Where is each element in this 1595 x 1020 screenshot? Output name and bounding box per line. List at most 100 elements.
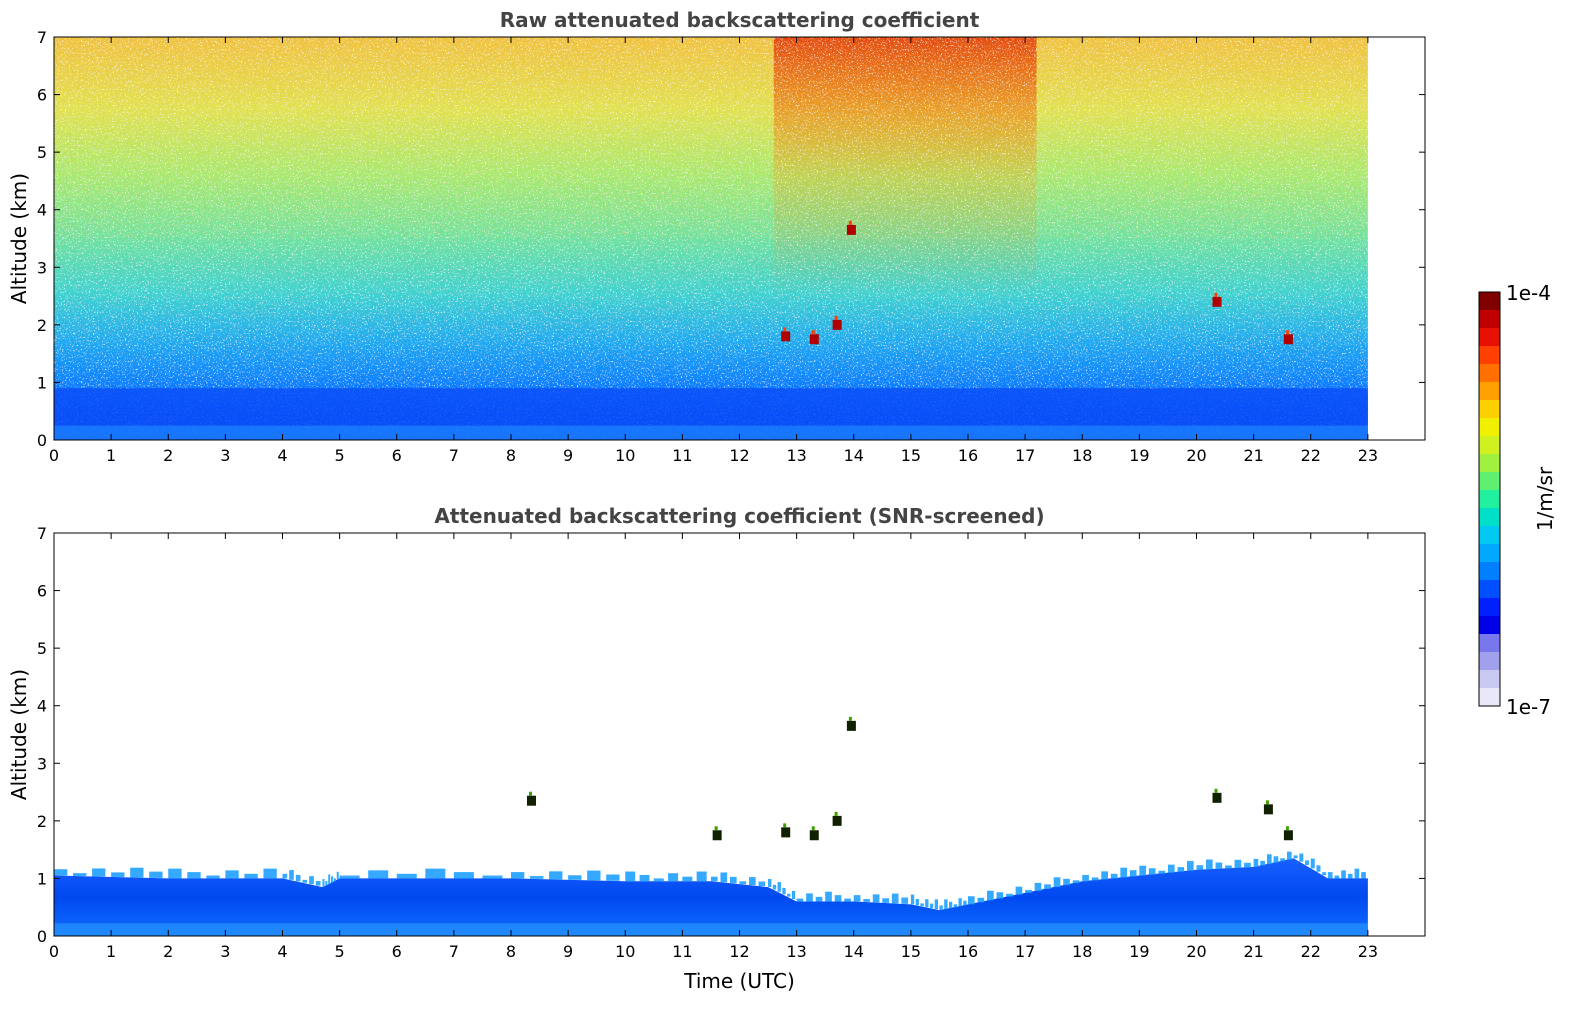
x-tick-label: 12 bbox=[729, 446, 749, 465]
y-tick-label: 2 bbox=[37, 812, 47, 831]
cloud-feature bbox=[1212, 792, 1222, 803]
colorbar: 1e-4 1e-7 1/m/sr bbox=[1478, 281, 1557, 719]
x-tick-label: 17 bbox=[1015, 446, 1035, 465]
cloud-features bbox=[781, 220, 1293, 345]
x-tick-label: 5 bbox=[335, 446, 345, 465]
panel-title-raw: Raw attenuated backscattering coefficien… bbox=[500, 8, 980, 32]
cloud-feature-edge bbox=[1285, 826, 1289, 831]
x-tick-label: 18 bbox=[1072, 942, 1092, 961]
cloud-feature-edge bbox=[1214, 788, 1218, 793]
cloud-feature bbox=[1283, 830, 1293, 841]
x-tick-label: 3 bbox=[220, 942, 230, 961]
cloud-feature bbox=[846, 224, 856, 235]
cloud-feature bbox=[846, 720, 856, 731]
x-tick-label: 14 bbox=[844, 446, 864, 465]
cloud-feature bbox=[526, 795, 536, 806]
y-tick-label: 7 bbox=[37, 28, 47, 47]
cloud-feature bbox=[832, 319, 842, 330]
x-tick-label: 0 bbox=[49, 942, 59, 961]
y-tick-label: 4 bbox=[37, 697, 47, 716]
x-tick-label: 3 bbox=[220, 446, 230, 465]
panel-title-screened: Attenuated backscattering coefficient (S… bbox=[434, 504, 1044, 528]
x-tick-label: 9 bbox=[563, 942, 573, 961]
cloud-feature bbox=[1263, 804, 1273, 815]
colorbar-min-label: 1e-7 bbox=[1506, 695, 1551, 719]
cloud-feature bbox=[781, 827, 791, 838]
y-axis-label-raw: Altitude (km) bbox=[7, 173, 31, 304]
cloud-feature-edge bbox=[714, 826, 718, 831]
x-tick-label: 8 bbox=[506, 446, 516, 465]
x-tick-label: 11 bbox=[672, 942, 692, 961]
colorbar-unit-label: 1/m/sr bbox=[1533, 466, 1557, 531]
x-tick-label: 17 bbox=[1015, 942, 1035, 961]
x-tick-label: 13 bbox=[786, 942, 806, 961]
x-tick-label: 1 bbox=[106, 942, 116, 961]
x-tick-label: 23 bbox=[1358, 446, 1378, 465]
colorbar-max-label: 1e-4 bbox=[1506, 281, 1551, 305]
cloud-feature-edge bbox=[834, 811, 838, 816]
y-tick-label: 4 bbox=[37, 201, 47, 220]
y-tick-label: 3 bbox=[37, 754, 47, 773]
plot-area-screened bbox=[54, 533, 1368, 936]
cloud-feature bbox=[832, 815, 842, 826]
x-tick-label: 22 bbox=[1301, 446, 1321, 465]
x-tick-label: 12 bbox=[729, 942, 749, 961]
x-tick-label: 4 bbox=[277, 942, 287, 961]
cloud-feature-edge bbox=[811, 330, 815, 335]
cloud-feature-edge bbox=[848, 716, 852, 721]
cloud-feature-edge bbox=[528, 791, 532, 796]
x-tick-label: 8 bbox=[506, 942, 516, 961]
cloud-feature bbox=[809, 830, 819, 841]
ticks-screened: 0 1 2 3 4 5 6 7 8 9 10 11 12 13 14 15 16 17 18 19 20 21 22 2301… bbox=[37, 524, 1425, 961]
boundary-layer-region bbox=[54, 858, 1368, 936]
cloud-feature-edge bbox=[834, 315, 838, 320]
x-tick-label: 11 bbox=[672, 446, 692, 465]
surface-band bbox=[54, 923, 1368, 936]
x-tick-label: 9 bbox=[563, 446, 573, 465]
colorbar-gradient-bar bbox=[1478, 291, 1501, 707]
x-tick-label: 21 bbox=[1243, 446, 1263, 465]
ticks-raw: 0 1 2 3 4 5 6 7 8 9 10 11 12 13 14 15 16 17 18 19 20 21 22 2301… bbox=[37, 28, 1425, 465]
cloud-feature-edge bbox=[811, 826, 815, 831]
x-tick-label: 22 bbox=[1301, 942, 1321, 961]
x-tick-label: 16 bbox=[958, 942, 978, 961]
x-tick-label: 1 bbox=[106, 446, 116, 465]
y-tick-label: 1 bbox=[37, 869, 47, 888]
x-tick-label: 2 bbox=[163, 446, 173, 465]
x-tick-label: 7 bbox=[449, 942, 459, 961]
cloud-feature-edge bbox=[848, 220, 852, 225]
cloud-feature bbox=[809, 334, 819, 345]
x-tick-label: 7 bbox=[449, 446, 459, 465]
x-tick-label: 10 bbox=[615, 942, 635, 961]
x-tick-label: 15 bbox=[901, 942, 921, 961]
x-tick-label: 5 bbox=[335, 942, 345, 961]
x-tick-label: 18 bbox=[1072, 446, 1092, 465]
cloud-features bbox=[526, 716, 1293, 841]
x-tick-label: 21 bbox=[1243, 942, 1263, 961]
y-tick-label: 0 bbox=[37, 431, 47, 450]
panel-screened: Attenuated backscattering coefficient (S… bbox=[7, 504, 1426, 993]
surface-band bbox=[54, 425, 1368, 440]
cloud-feature bbox=[1212, 296, 1222, 307]
cloud-feature-edge bbox=[1214, 292, 1218, 297]
y-tick-label: 0 bbox=[37, 927, 47, 946]
x-tick-label: 6 bbox=[392, 446, 402, 465]
cloud-feature bbox=[1283, 334, 1293, 345]
x-tick-label: 4 bbox=[277, 446, 287, 465]
y-tick-label: 1 bbox=[37, 373, 47, 392]
cloud-feature-edge bbox=[1265, 800, 1269, 805]
y-axis-label-screened: Altitude (km) bbox=[7, 669, 31, 800]
x-tick-label: 16 bbox=[958, 446, 978, 465]
y-tick-label: 5 bbox=[37, 639, 47, 658]
cloud-feature bbox=[781, 331, 791, 342]
cloud-feature bbox=[712, 830, 722, 841]
x-tick-label: 19 bbox=[1129, 942, 1149, 961]
cloud-feature-edge bbox=[783, 823, 787, 828]
y-tick-label: 3 bbox=[37, 258, 47, 277]
x-tick-label: 23 bbox=[1358, 942, 1378, 961]
x-tick-label: 10 bbox=[615, 446, 635, 465]
x-tick-label: 14 bbox=[844, 942, 864, 961]
x-tick-label: 19 bbox=[1129, 446, 1149, 465]
y-tick-label: 6 bbox=[37, 86, 47, 105]
